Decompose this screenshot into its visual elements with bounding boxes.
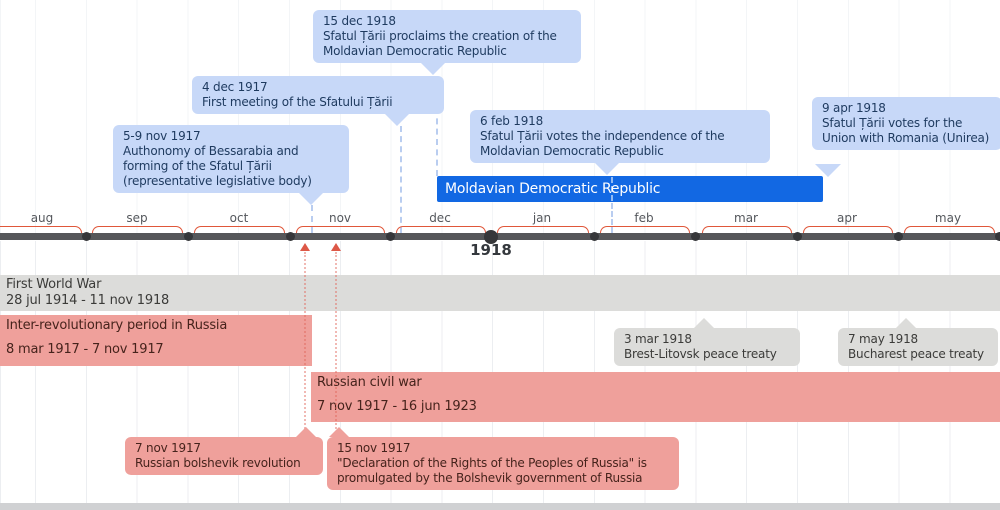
event-date: 6 feb 1918 (480, 114, 544, 128)
event-first-meeting[interactable]: 4 dec 1917 First meeting of the Sfatului… (192, 76, 444, 114)
month-boundary-dot (893, 232, 903, 241)
event-connector-line (611, 177, 613, 201)
month-label-sep: sep (126, 211, 148, 225)
event-bolshevik-revolution[interactable]: 7 nov 1917 Russian bolshevik revolution (125, 437, 323, 475)
callout-pointer (896, 318, 916, 328)
callout-pointer (296, 427, 316, 437)
timeline-axis[interactable] (0, 233, 1000, 240)
event-connector-line (400, 126, 402, 233)
callout-pointer (298, 192, 324, 205)
month-label-may: may (934, 211, 962, 225)
event-text: Authonomy of Bessarabia and forming of t… (123, 144, 312, 188)
month-label-oct: oct (229, 211, 249, 225)
period-bar-russian-civil-war[interactable]: Russian civil war 7 nov 1917 - 16 jun 19… (311, 372, 1000, 422)
month-label-jan: jan (532, 211, 552, 225)
event-date: 4 dec 1917 (202, 80, 268, 94)
period-bar-label: Russian civil war (317, 375, 422, 390)
month-label-feb: feb (634, 211, 654, 225)
event-independence-vote[interactable]: 6 feb 1918 Sfatul Țării votes the indepe… (470, 110, 770, 163)
event-date: 5-9 nov 1917 (123, 129, 201, 143)
month-boundary-dot (385, 232, 395, 241)
period-bar-dates: 8 mar 1917 - 7 nov 1917 (6, 342, 164, 357)
month-boundary-dot (285, 232, 295, 241)
event-brest-litovsk[interactable]: 3 mar 1918 Brest-Litovsk peace treaty (614, 328, 800, 366)
period-bar-first-world-war[interactable]: First World War 28 jul 1914 - 11 nov 191… (0, 275, 1000, 311)
event-date: 15 nov 1917 (337, 441, 411, 455)
callout-pointer (384, 113, 410, 126)
period-bar-moldavian-democratic-republic[interactable]: Moldavian Democratic Republic (437, 176, 823, 202)
event-text: Sfatul Țării votes the independence of t… (480, 129, 725, 158)
month-boundary-dot (690, 232, 700, 241)
event-text: Bucharest peace treaty (848, 347, 984, 361)
period-bar-label: Inter-revolutionary period in Russia (6, 318, 228, 333)
event-text: Russian bolshevik revolution (135, 456, 301, 470)
event-arrow-marker (331, 243, 341, 251)
callout-pointer (815, 164, 841, 177)
callout-pointer (329, 427, 349, 437)
month-label-dec: dec (429, 211, 451, 225)
horizontal-scrollbar[interactable] (0, 503, 1000, 510)
event-connector-line (335, 252, 337, 437)
period-bar-dates: 28 jul 1914 - 11 nov 1918 (6, 293, 170, 308)
month-boundary-dot (792, 232, 802, 241)
month-label-mar: mar (734, 211, 758, 225)
year-label: 1918 (470, 241, 512, 259)
month-boundary-dot (183, 232, 193, 241)
period-bar-dates: 7 nov 1917 - 16 jun 1923 (317, 399, 477, 414)
event-bucharest-treaty[interactable]: 7 may 1918 Bucharest peace treaty (838, 328, 998, 366)
event-text: Sfatul Țării votes for the Union with Ro… (822, 116, 990, 145)
event-connector-line (304, 252, 306, 437)
event-autonomy-bessarabia[interactable]: 5-9 nov 1917 Authonomy of Bessarabia and… (113, 125, 349, 193)
event-date: 9 apr 1918 (822, 101, 886, 115)
callout-pointer (694, 318, 714, 328)
month-boundary-dot (81, 232, 91, 241)
period-bar-label: First World War (6, 277, 102, 292)
event-arrow-marker (300, 243, 310, 251)
event-proclamation-mdr[interactable]: 15 dec 1918 Sfatul Țării proclaims the c… (313, 10, 581, 63)
event-date: 7 nov 1917 (135, 441, 201, 455)
event-date: 7 may 1918 (848, 332, 918, 346)
event-date: 3 mar 1918 (624, 332, 692, 346)
month-label-apr: apr (837, 211, 857, 225)
month-boundary-dot (995, 232, 1000, 241)
event-declaration-rights[interactable]: 15 nov 1917 "Declaration of the Rights o… (327, 437, 679, 490)
month-label-aug: aug (30, 211, 54, 225)
period-bar-inter-revolutionary[interactable]: Inter-revolutionary period in Russia 8 m… (0, 315, 312, 366)
event-date: 15 dec 1918 (323, 14, 396, 28)
event-text: Brest-Litovsk peace treaty (624, 347, 777, 361)
callout-pointer (594, 162, 620, 175)
event-text: Sfatul Țării proclaims the creation of t… (323, 29, 557, 58)
year-boundary-dot (484, 230, 498, 244)
callout-pointer (420, 62, 446, 75)
event-union-romania[interactable]: 9 apr 1918 Sfatul Țării votes for the Un… (812, 97, 1000, 150)
event-text: First meeting of the Sfatului Țării (202, 95, 393, 109)
period-bar-label: Moldavian Democratic Republic (445, 181, 661, 197)
month-boundary-dot (589, 232, 599, 241)
month-label-nov: nov (328, 211, 352, 225)
event-text: "Declaration of the Rights of the People… (337, 456, 647, 485)
